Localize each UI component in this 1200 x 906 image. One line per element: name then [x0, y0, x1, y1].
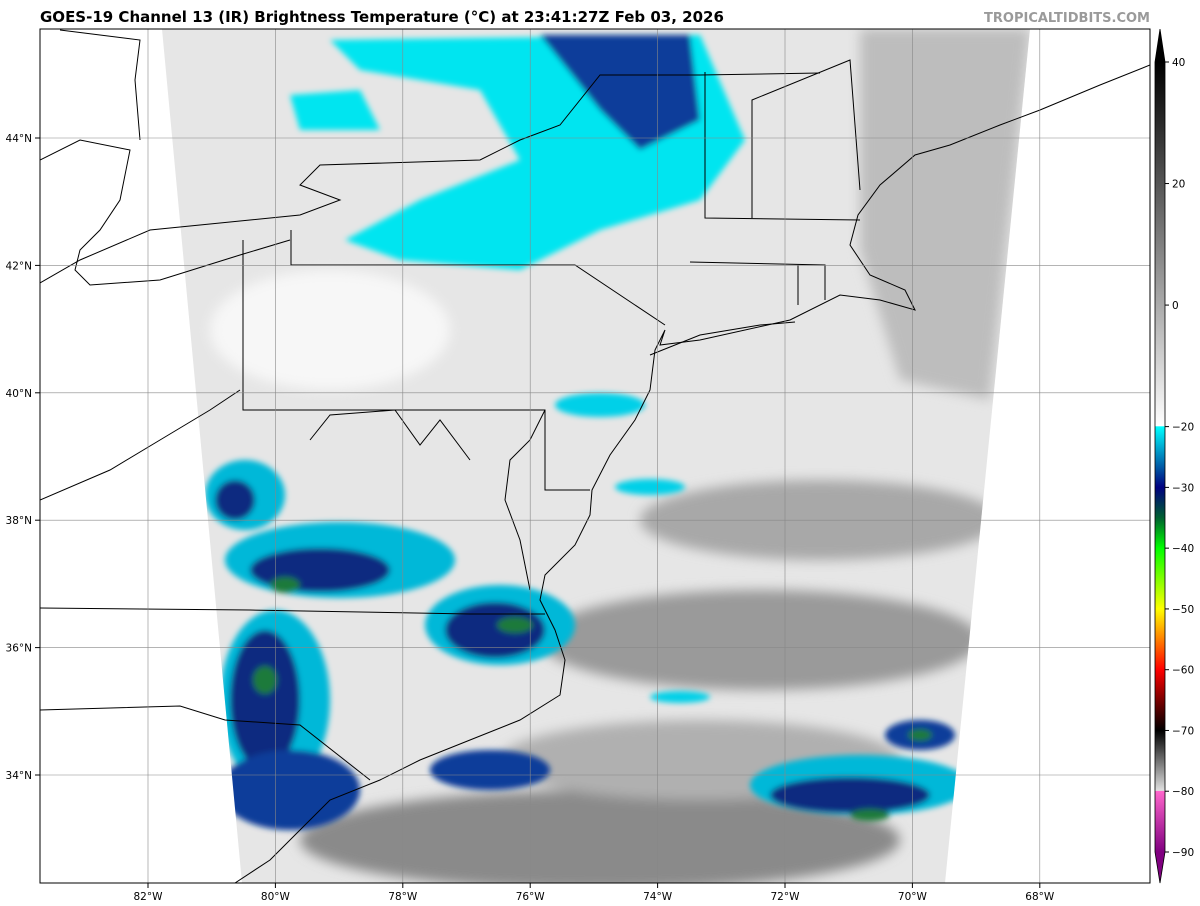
colorbar-extend-max [1155, 29, 1165, 62]
graticule [40, 29, 1150, 883]
colorbar-tick-label: −20 [1172, 422, 1194, 434]
colorbar: 40 20 0 −20 −30 −40 −50 −60 −70 −80 −90 [1154, 28, 1194, 884]
colorbar-tick-label: 0 [1172, 300, 1179, 312]
colorbar-tick-label: 40 [1172, 57, 1185, 69]
lon-tick-label: 80°W [261, 891, 291, 903]
cold-cloud-tops [205, 35, 970, 830]
colorbar-tick-label: −70 [1172, 725, 1194, 737]
colorbar-extend-min [1155, 852, 1165, 883]
lat-tick-label: 36°N [6, 643, 32, 655]
lat-tick-label: 40°N [6, 388, 32, 400]
lon-tick-label: 74°W [643, 891, 673, 903]
lon-tick-label: 68°W [1025, 891, 1055, 903]
colorbar-tick-label: 20 [1172, 179, 1185, 191]
colorbar-tick-label: −50 [1172, 604, 1194, 616]
lon-tick-label: 82°W [134, 891, 164, 903]
lon-tick-label: 72°W [771, 891, 801, 903]
lat-tick-label: 34°N [6, 770, 32, 782]
chart-title: GOES-19 Channel 13 (IR) Brightness Tempe… [40, 8, 724, 26]
lat-tick-label: 38°N [6, 515, 32, 527]
colorbar-fill [1155, 62, 1165, 852]
brand-watermark: TROPICALTIDBITS.COM [984, 11, 1150, 26]
lon-tick-label: 76°W [516, 891, 546, 903]
colorbar-tick-label: −90 [1172, 847, 1194, 859]
colorbar-tick-label: −80 [1172, 786, 1194, 798]
lat-tick-label: 42°N [6, 260, 32, 272]
coastlines-borders [40, 29, 1150, 883]
lon-tick-label: 70°W [898, 891, 928, 903]
map-frame [39, 28, 1151, 884]
colorbar-tick-label: −60 [1172, 665, 1194, 677]
ir-imagery [162, 29, 1030, 883]
colorbar-tick-label: −40 [1172, 543, 1194, 555]
lat-tick-label: 44°N [6, 133, 32, 145]
colorbar-tick-label: −30 [1172, 482, 1194, 494]
lon-tick-label: 78°W [388, 891, 418, 903]
